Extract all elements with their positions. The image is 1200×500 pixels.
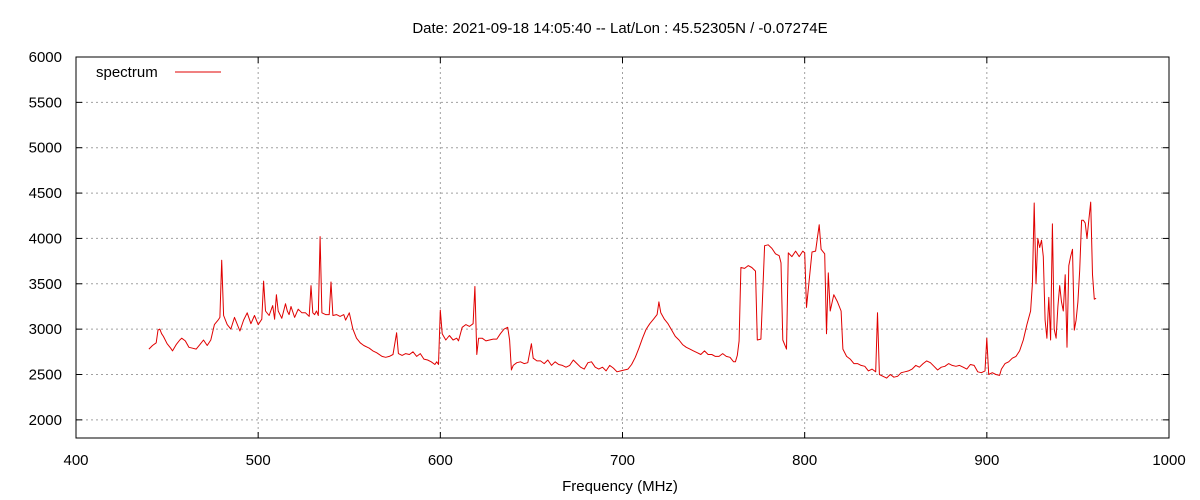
- x-tick-label: 600: [428, 452, 453, 469]
- x-axis-label: Frequency (MHz): [562, 478, 678, 495]
- ticks: 400 500 600 700 800 900 1000 2000 2500 3000 3500 40…: [29, 49, 1186, 469]
- y-tick-label: 2500: [29, 367, 62, 384]
- series-line-spectrum: [148, 201, 1097, 379]
- y-tick-label: 5500: [29, 94, 62, 111]
- series-group: [148, 201, 1097, 379]
- y-tick-label: 3500: [29, 276, 62, 293]
- x-tick-label: 500: [246, 452, 271, 469]
- y-tick-label: 4500: [29, 185, 62, 202]
- x-tick-label: 800: [792, 452, 817, 469]
- x-tick-label: 900: [974, 452, 999, 469]
- y-tick-label: 4000: [29, 230, 62, 247]
- chart-title: Date: 2021-09-18 14:05:40 -- Lat/Lon : 4…: [412, 20, 827, 37]
- legend: spectrum: [96, 64, 221, 81]
- y-tick-label: 6000: [29, 49, 62, 66]
- x-tick-label: 700: [610, 452, 635, 469]
- x-tick-label: 1000: [1152, 452, 1185, 469]
- y-tick-label: 2000: [29, 412, 62, 429]
- y-tick-label: 3000: [29, 321, 62, 338]
- x-tick-label: 400: [63, 452, 88, 469]
- legend-label-spectrum: spectrum: [96, 64, 158, 81]
- grid: [76, 57, 1169, 438]
- y-tick-label: 5000: [29, 140, 62, 157]
